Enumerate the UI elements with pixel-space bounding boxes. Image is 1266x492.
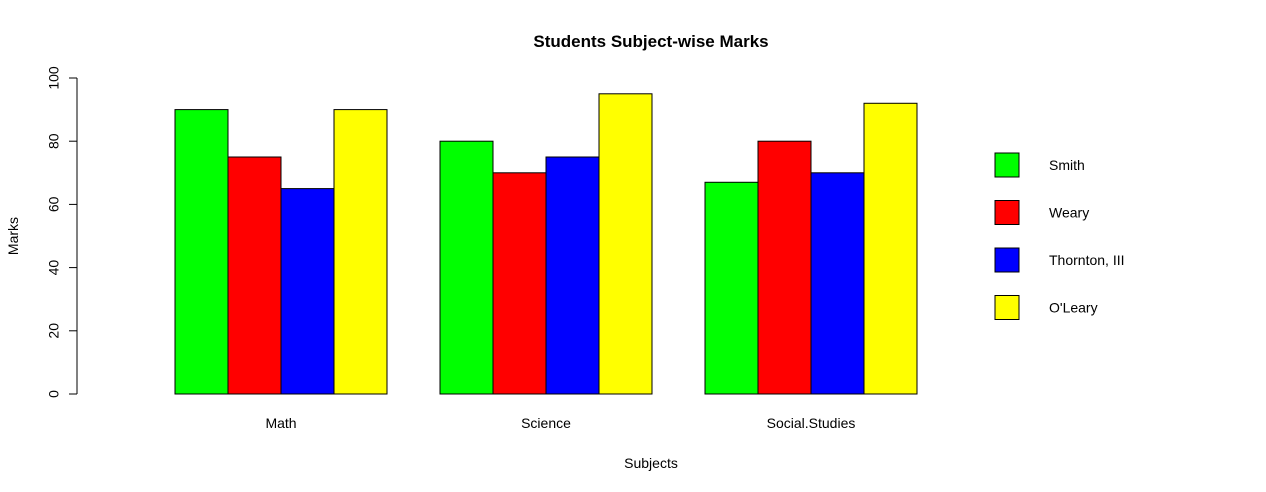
x-category-label: Science — [521, 415, 571, 431]
bar-smith-science — [439, 140, 494, 395]
chart-title: Students Subject-wise Marks — [533, 32, 768, 51]
legend-label: Weary — [1049, 205, 1089, 221]
y-tick-label: 20 — [46, 323, 62, 339]
legend-label: Smith — [1049, 157, 1085, 173]
legend-swatch — [994, 295, 1020, 320]
bar-o-leary-science — [598, 93, 653, 395]
bar-weary-social-studies — [757, 140, 812, 395]
x-axis-title: Subjects — [624, 455, 678, 471]
y-axis-title: Marks — [5, 217, 21, 255]
y-tick-label: 100 — [46, 66, 62, 90]
legend-swatch — [994, 247, 1020, 273]
bar-weary-math — [227, 156, 282, 395]
y-tick-label: 60 — [46, 196, 62, 212]
bar-smith-math — [174, 109, 229, 395]
x-category-label: Math — [265, 415, 296, 431]
legend-label: O'Leary — [1049, 300, 1098, 316]
bar-thornton-iii-social-studies — [810, 172, 865, 395]
legend-swatch — [994, 152, 1020, 178]
x-category-label: Social.Studies — [767, 415, 856, 431]
bar-o-leary-math — [333, 109, 388, 395]
y-tick-label: 40 — [46, 260, 62, 276]
x-axis-labels: Math Science Social.Studies — [265, 415, 855, 431]
legend: Smith Weary Thornton, III O'Leary — [994, 152, 1124, 320]
bar-o-leary-social-studies — [863, 102, 918, 395]
bar-weary-science — [492, 172, 547, 395]
legend-swatch — [994, 200, 1020, 225]
y-tick-label: 80 — [46, 133, 62, 149]
bar-thornton-iii-science — [545, 156, 600, 395]
y-axis: 0 20 40 60 80 100 — [46, 66, 78, 398]
bar-smith-social-studies — [704, 181, 759, 395]
bars-group — [174, 93, 918, 395]
y-tick-label: 0 — [46, 390, 62, 398]
legend-label: Thornton, III — [1049, 252, 1124, 268]
bar-thornton-iii-math — [280, 188, 335, 395]
